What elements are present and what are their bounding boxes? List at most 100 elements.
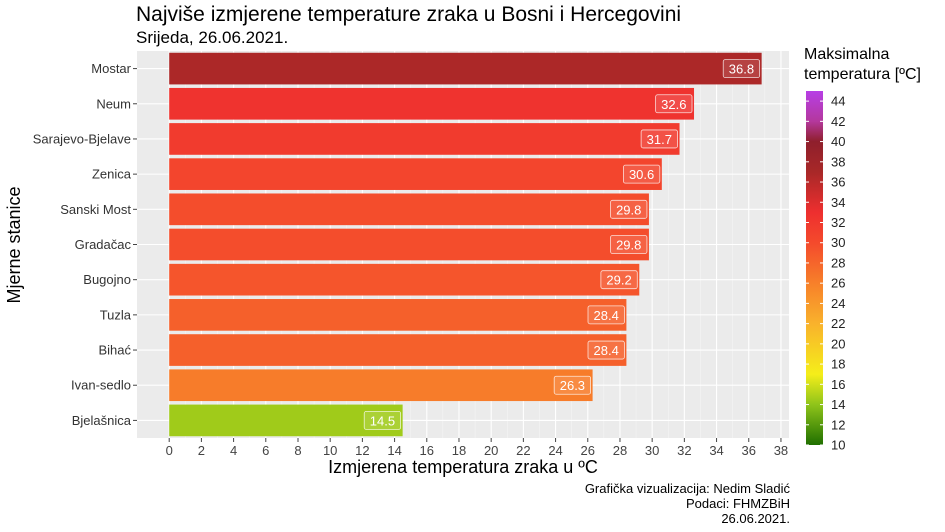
data-label-box [610, 235, 648, 254]
y-tick-label: Mostar [91, 61, 131, 76]
x-axis-title: Izmjerena temperatura zraka u ºC [328, 457, 598, 477]
x-tick-label: 8 [294, 443, 301, 458]
data-label: 29.8 [616, 238, 641, 253]
legend-tick-label: 36 [831, 175, 845, 190]
legend-tick-label: 14 [831, 397, 845, 412]
x-tick-label: 28 [613, 443, 627, 458]
legend-tick-label: 20 [831, 336, 845, 351]
data-label-box [655, 94, 693, 114]
x-tick-label: 36 [742, 443, 756, 458]
x-tick-label: 16 [420, 443, 434, 458]
data-label: 14.5 [370, 413, 395, 428]
x-tick-label: 32 [677, 443, 691, 458]
data-label-box [587, 305, 625, 325]
legend: Maksimalna temperatura [ºC] 10 12 14 16 18 20… [804, 46, 921, 453]
x-tick-label: 4 [230, 443, 237, 458]
x-tick-label: 14 [387, 443, 401, 458]
legend-tick-label: 16 [831, 377, 845, 392]
y-tick-label: Zenica [92, 167, 132, 182]
x-tick-label: 0 [166, 443, 173, 458]
x-tick-label: 20 [484, 443, 498, 458]
x-tick-label: 22 [516, 443, 530, 458]
legend-tick-label: 42 [831, 114, 845, 129]
legend-tick-label: 26 [831, 276, 845, 291]
x-tick-label: 18 [452, 443, 466, 458]
data-label: 28.4 [594, 308, 619, 323]
caption-source: Podaci: FHMZBiH [686, 496, 790, 511]
data-label-box [610, 199, 648, 219]
data-label-box [600, 270, 638, 290]
bars-group [169, 52, 762, 437]
legend-tick-label: 22 [831, 316, 845, 331]
data-label: 30.6 [629, 167, 654, 182]
data-label-box [623, 164, 661, 184]
legend-title-line2: temperatura [ºC] [804, 66, 921, 83]
legend-tick-label: 18 [831, 357, 845, 372]
bar [169, 369, 593, 402]
caption-date: 26.06.2021. [721, 511, 790, 526]
bar [169, 193, 649, 226]
chart-subtitle: Srijeda, 26.06.2021. [136, 28, 288, 47]
x-tick-label: 30 [645, 443, 659, 458]
data-label: 36.8 [729, 62, 754, 77]
x-tick-label: 38 [774, 443, 788, 458]
bar [169, 334, 627, 366]
bar [169, 404, 403, 437]
legend-ticks: 10 12 14 16 18 20 22 24 26 28 30 32 34 36 38 40 42 44 [806, 94, 845, 453]
bar [169, 263, 640, 296]
data-label: 31.7 [647, 132, 672, 147]
data-label-box [553, 375, 591, 395]
data-label: 26.3 [560, 378, 585, 393]
bar [169, 123, 680, 155]
legend-tick-label: 10 [831, 438, 845, 453]
legend-tick-label: 12 [831, 417, 845, 432]
x-tick-label: 6 [262, 443, 269, 458]
x-tick-label: 34 [709, 443, 723, 458]
y-tick-label: Bihać [98, 343, 131, 358]
legend-tick-label: 44 [831, 94, 845, 109]
y-tick-label: Sanski Most [60, 202, 131, 217]
data-label-box [722, 59, 761, 78]
x-tick-label: 10 [323, 443, 337, 458]
data-label: 29.2 [606, 273, 631, 288]
data-label: 32.6 [661, 97, 686, 112]
legend-tick-label: 24 [831, 296, 845, 311]
data-label-box [587, 340, 625, 360]
y-tick-label: Tuzla [100, 307, 132, 322]
bar [169, 299, 627, 331]
y-tick-label: Ivan-sedlo [71, 378, 131, 393]
legend-title-line1: Maksimalna [804, 46, 889, 63]
legend-tick-label: 40 [831, 134, 845, 149]
y-axis-ticks: Mostar Neum Sarajevo-Bjelave Zenica Sanski M… [33, 61, 137, 428]
caption: Grafička vizualizacija: Nedim Sladić Pod… [585, 481, 791, 526]
data-label: 28.4 [594, 343, 619, 358]
bar [169, 52, 762, 85]
data-label: 29.8 [616, 202, 641, 217]
bar [169, 87, 695, 120]
y-tick-label: Gradačac [75, 237, 132, 252]
chart-title: Najviše izmjerene temperature zraka u Bo… [136, 3, 681, 26]
y-tick-label: Bjelašnica [72, 413, 132, 428]
x-tick-label: 24 [548, 443, 562, 458]
data-labels-group: 36.8 32.6 31.7 30.6 29.8 29.8 29.2 28.4 28.4 26.3… [363, 59, 761, 430]
x-tick-label: 12 [355, 443, 369, 458]
legend-colorbar [806, 91, 823, 445]
y-tick-label: Sarajevo-Bjelave [33, 131, 131, 146]
bar [169, 228, 649, 261]
legend-tick-label: 38 [831, 154, 845, 169]
data-label-box [640, 129, 678, 149]
y-tick-label: Neum [96, 96, 131, 111]
legend-tick-label: 34 [831, 195, 845, 210]
y-axis-title: Mjerne stanice [4, 186, 24, 303]
bar [169, 158, 662, 190]
x-tick-label: 2 [198, 443, 205, 458]
x-axis-ticks: 0 2 4 6 8 10 12 14 16 18 20 22 24 26 28 30 32 34 36 38 [166, 438, 788, 458]
data-label-box [363, 411, 402, 430]
legend-tick-label: 28 [831, 255, 845, 270]
legend-tick-label: 32 [831, 215, 845, 230]
legend-tick-label: 30 [831, 235, 845, 250]
y-tick-label: Bugojno [83, 272, 131, 287]
caption-author: Grafička vizualizacija: Nedim Sladić [585, 481, 791, 496]
x-tick-label: 26 [581, 443, 595, 458]
